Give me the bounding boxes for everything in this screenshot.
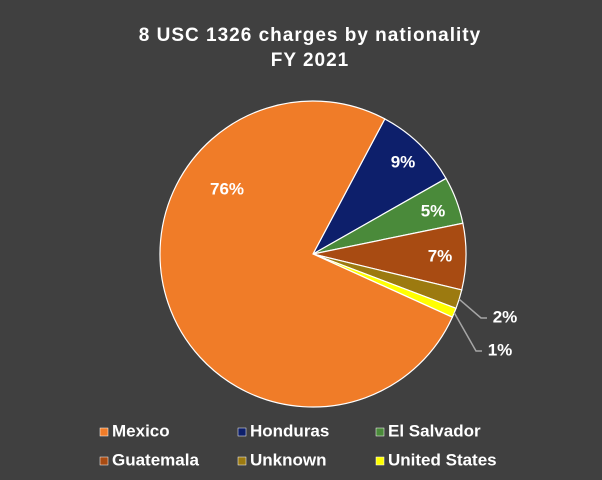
legend-label: Unknown: [250, 450, 327, 469]
data-label: 5%: [421, 201, 446, 220]
legend-swatch: [375, 456, 385, 466]
legend-label: Mexico: [112, 421, 170, 440]
legend-swatch: [237, 456, 247, 466]
legend-swatch: [375, 427, 385, 437]
pie-slice: [311, 118, 447, 256]
legend-label: Guatemala: [112, 450, 199, 469]
legend-swatch: [99, 427, 109, 437]
legend-label: United States: [388, 450, 497, 469]
legend-swatch: [99, 456, 109, 466]
data-label: 1%: [488, 340, 513, 359]
data-label: 9%: [391, 152, 416, 171]
legend-label: El Salvador: [388, 421, 481, 440]
leader-line: [453, 312, 482, 352]
data-label: 76%: [210, 179, 244, 198]
data-label: 2%: [493, 307, 518, 326]
pie-slice: [159, 100, 454, 408]
chart-title: 8 USC 1326 charges by nationality: [139, 25, 481, 46]
legend-label: Honduras: [250, 421, 329, 440]
data-label: 7%: [428, 246, 453, 265]
leader-line: [458, 298, 487, 319]
legend-swatch: [237, 427, 247, 437]
chart-subtitle: FY 2021: [271, 50, 349, 71]
